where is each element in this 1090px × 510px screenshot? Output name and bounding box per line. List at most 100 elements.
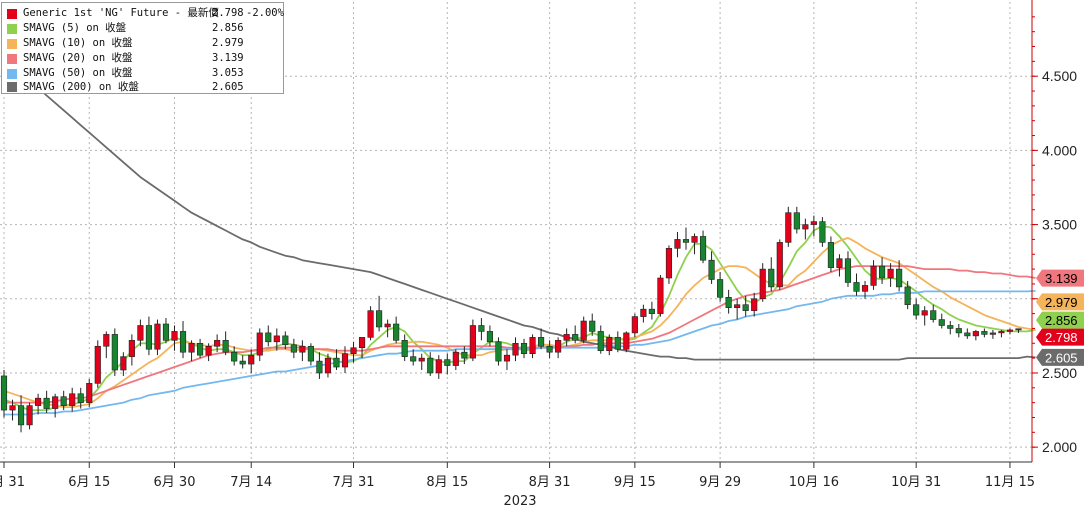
candle: [879, 257, 886, 284]
value-tag-box: [1036, 311, 1084, 329]
candle: [904, 280, 911, 310]
x-tick-label: 7月 31: [333, 475, 375, 490]
candle: [256, 328, 263, 362]
sma-line-4: [3, 56, 1036, 361]
candle-body: [572, 334, 579, 341]
candle-body: [520, 342, 528, 354]
sma-line-3: [4, 290, 1036, 416]
candle: [819, 217, 826, 247]
x-tick-label: 10月 16: [789, 475, 839, 490]
candle-body: [793, 212, 800, 230]
candle-body: [776, 242, 783, 288]
candle-body: [401, 340, 408, 357]
y-tick-label: 4.000: [1042, 142, 1077, 158]
candle-body: [699, 236, 707, 261]
candle-body: [486, 331, 493, 343]
candle-body: [810, 221, 817, 225]
legend-sma20-label: SMAVG (20) on 收盤: [23, 52, 133, 64]
candle: [802, 218, 809, 240]
candle: [333, 349, 340, 370]
candle-body: [972, 331, 979, 337]
candle-body: [853, 282, 860, 292]
candle: [870, 260, 877, 290]
candle: [86, 378, 93, 408]
sma-line-0: [3, 225, 1036, 412]
candle-body: [921, 310, 928, 316]
sma-line-1: [3, 236, 1036, 409]
candle-body: [316, 360, 323, 374]
value-tag: 2.979: [1036, 293, 1084, 311]
candle: [60, 390, 67, 411]
candle: [614, 331, 621, 353]
candle-body: [674, 239, 681, 249]
candle: [640, 304, 647, 323]
moving-average-lines: [3, 56, 1036, 416]
candle: [376, 295, 383, 332]
candle: [793, 206, 800, 234]
candle-body: [137, 325, 144, 341]
y-tick-label: 3.500: [1042, 217, 1077, 233]
candle-body: [768, 268, 775, 288]
legend-sma10-label: SMAVG (10) on 收盤: [23, 37, 133, 49]
y-tick-label: 2.000: [1042, 439, 1077, 455]
candle: [94, 340, 101, 388]
candle-body: [427, 357, 434, 374]
candle-body: [60, 396, 67, 406]
value-tag-box: [1036, 328, 1084, 346]
candle: [52, 393, 59, 418]
candle: [674, 232, 681, 258]
candle: [555, 337, 562, 359]
candle-body: [171, 331, 178, 341]
candle-body: [239, 360, 246, 365]
candle: [384, 319, 391, 338]
candle-body: [989, 332, 996, 335]
candle-body: [512, 342, 519, 356]
x-tick-label: 10月 31: [891, 475, 941, 490]
candle-body: [802, 224, 809, 230]
candle-body: [179, 331, 187, 353]
candle: [563, 328, 570, 347]
candle: [324, 353, 332, 378]
candle: [742, 295, 749, 317]
candle: [145, 316, 152, 356]
candle-body: [435, 359, 442, 374]
year-label: 2023: [503, 494, 536, 509]
candle: [1015, 328, 1022, 333]
candle-body: [751, 298, 758, 311]
candle: [26, 402, 33, 430]
candle: [768, 257, 775, 292]
candle: [981, 328, 988, 338]
candle: [836, 254, 843, 277]
candle: [452, 349, 459, 370]
candle-body: [478, 325, 485, 332]
candle-body: [742, 304, 749, 311]
value-tag-text: 2.856: [1045, 313, 1078, 328]
candle: [427, 352, 434, 376]
value-tag: 2.605: [1036, 348, 1084, 366]
value-tag-text: 3.139: [1045, 271, 1078, 286]
candle: [887, 263, 894, 287]
legend[interactable]: Generic 1st 'NG' Future - 最新價 2.798 -2.0…: [1, 2, 284, 94]
candle: [248, 349, 255, 373]
sma5-swatch: [7, 24, 17, 34]
candle-body: [128, 340, 135, 357]
legend-sma10-value: 2.979: [212, 37, 244, 49]
candle: [930, 304, 937, 323]
candle-body: [981, 331, 988, 335]
candle-body: [43, 397, 50, 409]
candle-body: [376, 310, 383, 328]
candle: [776, 239, 783, 290]
candle-body: [597, 331, 604, 352]
y-tick-label: 4.500: [1042, 68, 1077, 84]
candle-body: [964, 332, 971, 337]
candle-body: [665, 248, 673, 279]
candle: [810, 215, 817, 237]
legend-item-sma50: SMAVG (50) on 收盤 3.053: [2, 66, 285, 81]
candle-body: [265, 332, 272, 343]
candle-body: [495, 341, 502, 362]
candle: [665, 245, 673, 284]
candle: [0, 370, 8, 418]
candle-body: [9, 405, 16, 411]
candle: [964, 328, 971, 339]
value-tag-box: [1036, 269, 1084, 287]
